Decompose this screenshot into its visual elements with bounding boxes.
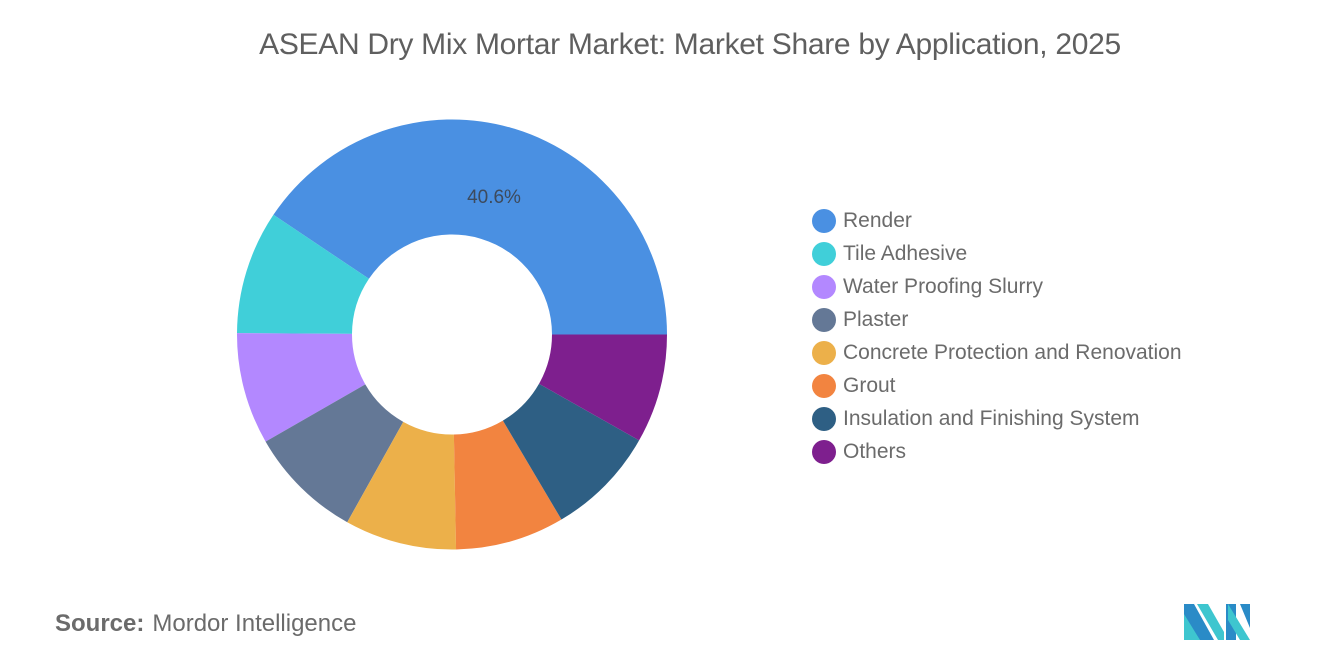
legend-dot-icon	[812, 241, 836, 266]
legend-label: Plaster	[843, 307, 909, 331]
donut-slices	[237, 119, 667, 550]
legend-dot-icon	[812, 439, 836, 464]
donut-slice-render[interactable]	[273, 119, 667, 335]
legend-dot-icon	[812, 406, 836, 431]
legend-item-concrete-protection[interactable]: Concrete Protection and Renovation	[812, 336, 1182, 369]
legend-item-plaster[interactable]: Plaster	[812, 303, 1182, 336]
donut-slice-grout[interactable]	[453, 420, 562, 550]
legend-dot-icon	[812, 307, 836, 332]
source-line: Source: Mordor Intelligence	[55, 610, 356, 638]
legend-dot-icon	[812, 340, 836, 365]
legend-label: Others	[843, 439, 907, 463]
source-label: Source:	[55, 610, 145, 637]
donut-slice-water-proofing-slurry[interactable]	[237, 333, 366, 442]
legend-item-grout[interactable]: Grout	[812, 369, 1182, 402]
legend-item-render[interactable]: Render	[812, 204, 1182, 237]
legend-item-water-proofing-slurry[interactable]: Water Proofing Slurry	[812, 270, 1182, 303]
donut-slice-plaster[interactable]	[265, 384, 404, 523]
source-value: Mordor Intelligence	[152, 610, 357, 637]
donut-slice-others[interactable]	[539, 334, 667, 441]
legend: Render Tile Adhesive Water Proofing Slur…	[812, 204, 1182, 468]
donut-slice-concrete-protection-and-renovation[interactable]	[347, 421, 457, 550]
legend-label: Water Proofing Slurry	[843, 274, 1043, 298]
legend-label: Render	[843, 208, 912, 232]
donut-slice-insulation-and-finishing-system[interactable]	[502, 383, 640, 520]
legend-label: Grout	[843, 373, 896, 397]
legend-label: Concrete Protection and Renovation	[843, 340, 1182, 364]
legend-item-others[interactable]: Others	[812, 435, 1182, 468]
legend-label: Tile Adhesive	[843, 241, 968, 265]
legend-dot-icon	[812, 208, 836, 233]
legend-item-insulation[interactable]: Insulation and Finishing System	[812, 402, 1182, 435]
chart-title: ASEAN Dry Mix Mortar Market: Market Shar…	[259, 28, 1121, 61]
legend-dot-icon	[812, 373, 836, 398]
legend-dot-icon	[812, 274, 836, 299]
mordor-intelligence-logo-icon	[1184, 604, 1250, 640]
legend-label: Insulation and Finishing System	[843, 406, 1140, 430]
slice-label-render: 40.6%	[467, 187, 521, 208]
legend-item-tile-adhesive[interactable]: Tile Adhesive	[812, 237, 1182, 270]
donut-slice-tile-adhesive[interactable]	[237, 214, 369, 334]
